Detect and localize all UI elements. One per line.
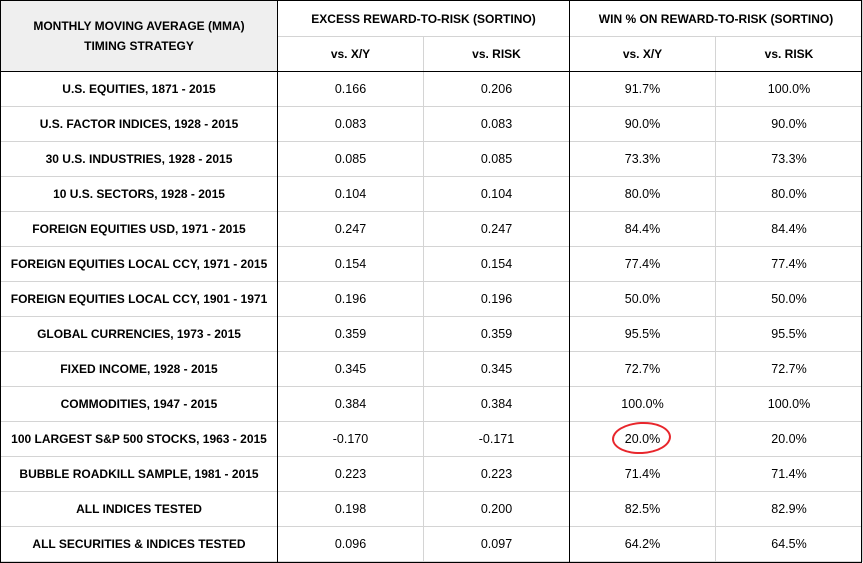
table-row: ALL INDICES TESTED 0.198 0.200 82.5% 82.9% <box>0 491 863 527</box>
win-vs-risk-cell: 80.0% <box>715 176 863 212</box>
excess-vs-xy-cell: 0.104 <box>277 176 424 212</box>
excess-vs-risk-cell: 0.200 <box>423 491 570 527</box>
table-row: FOREIGN EQUITIES LOCAL CCY, 1971 - 2015 0… <box>0 246 863 282</box>
win-vs-risk-cell: 82.9% <box>715 491 863 527</box>
excess-vs-xy-cell: 0.223 <box>277 456 424 492</box>
win-vs-xy-cell: 84.4% <box>569 211 716 247</box>
win-vs-xy-cell: 50.0% <box>569 281 716 317</box>
win-vs-risk-cell: 20.0% <box>715 421 863 457</box>
row-label: 30 U.S. INDUSTRIES, 1928 - 2015 <box>0 141 278 177</box>
row-label: U.S. EQUITIES, 1871 - 2015 <box>0 71 278 107</box>
win-vs-risk-cell: 64.5% <box>715 526 863 562</box>
row-label: COMMODITIES, 1947 - 2015 <box>0 386 278 422</box>
row-label: 10 U.S. SECTORS, 1928 - 2015 <box>0 176 278 212</box>
excess-vs-xy-cell: 0.196 <box>277 281 424 317</box>
table-row: FIXED INCOME, 1928 - 2015 0.345 0.345 72.7%… <box>0 351 863 387</box>
row-label: FOREIGN EQUITIES LOCAL CCY, 1901 - 1971 <box>0 281 278 317</box>
corner-header-line1: MONTHLY MOVING AVERAGE (MMA) <box>33 19 245 33</box>
row-label: FOREIGN EQUITIES LOCAL CCY, 1971 - 2015 <box>0 246 278 282</box>
win-vs-risk-cell: 71.4% <box>715 456 863 492</box>
excess-vs-xy-cell: 0.345 <box>277 351 424 387</box>
excess-vs-risk-cell: 0.247 <box>423 211 570 247</box>
excess-vs-risk-cell: 0.345 <box>423 351 570 387</box>
win-vs-xy-cell: 80.0% <box>569 176 716 212</box>
table-row: U.S. FACTOR INDICES, 1928 - 2015 0.083 0.0… <box>0 106 863 142</box>
row-label: GLOBAL CURRENCIES, 1973 - 2015 <box>0 316 278 352</box>
excess-vs-risk-cell: 0.104 <box>423 176 570 212</box>
win-vs-risk-cell: 100.0% <box>715 71 863 107</box>
table-row: 10 U.S. SECTORS, 1928 - 2015 0.104 0.104 80… <box>0 176 863 212</box>
excess-vs-risk-cell: 0.154 <box>423 246 570 282</box>
excess-vs-risk-cell: 0.085 <box>423 141 570 177</box>
table-row: COMMODITIES, 1947 - 2015 0.384 0.384 100.0%… <box>0 386 863 422</box>
corner-header-cell: MONTHLY MOVING AVERAGE (MMA) TIMING STRA… <box>0 0 278 72</box>
win-vs-risk-cell: 50.0% <box>715 281 863 317</box>
subheader-win-vs-risk: vs. RISK <box>715 36 863 72</box>
win-vs-xy-cell: 72.7% <box>569 351 716 387</box>
excess-vs-xy-cell: 0.085 <box>277 141 424 177</box>
group-header-win-pct: WIN % ON REWARD-TO-RISK (SORTINO) <box>569 0 863 37</box>
excess-vs-risk-cell: 0.359 <box>423 316 570 352</box>
excess-vs-risk-cell: -0.171 <box>423 421 570 457</box>
excess-vs-xy-cell: 0.247 <box>277 211 424 247</box>
excess-vs-xy-cell: 0.154 <box>277 246 424 282</box>
group-header-excess: EXCESS REWARD-TO-RISK (SORTINO) <box>277 0 570 37</box>
table-row: U.S. EQUITIES, 1871 - 2015 0.166 0.206 91.7… <box>0 71 863 107</box>
table-row: GLOBAL CURRENCIES, 1973 - 2015 0.359 0.359… <box>0 316 863 352</box>
corner-header-line2: TIMING STRATEGY <box>84 39 194 53</box>
excess-vs-risk-cell: 0.223 <box>423 456 570 492</box>
win-vs-xy-cell: 73.3% <box>569 141 716 177</box>
win-vs-risk-cell: 72.7% <box>715 351 863 387</box>
excess-vs-risk-cell: 0.097 <box>423 526 570 562</box>
row-label: BUBBLE ROADKILL SAMPLE, 1981 - 2015 <box>0 456 278 492</box>
table-row: BUBBLE ROADKILL SAMPLE, 1981 - 2015 0.223… <box>0 456 863 492</box>
table-row: 30 U.S. INDUSTRIES, 1928 - 2015 0.085 0.08… <box>0 141 863 177</box>
win-vs-xy-cell: 77.4% <box>569 246 716 282</box>
excess-vs-risk-cell: 0.206 <box>423 71 570 107</box>
excess-vs-xy-cell: 0.166 <box>277 71 424 107</box>
excess-vs-xy-cell: 0.384 <box>277 386 424 422</box>
win-vs-xy-cell: 100.0% <box>569 386 716 422</box>
subheader-excess-vs-risk: vs. RISK <box>423 36 570 72</box>
win-vs-risk-cell: 73.3% <box>715 141 863 177</box>
table-row: FOREIGN EQUITIES USD, 1971 - 2015 0.247 0.… <box>0 211 863 247</box>
win-vs-xy-cell: 71.4% <box>569 456 716 492</box>
excess-vs-xy-cell: 0.096 <box>277 526 424 562</box>
win-vs-risk-cell: 95.5% <box>715 316 863 352</box>
row-label: ALL INDICES TESTED <box>0 491 278 527</box>
subheader-excess-vs-xy: vs. X/Y <box>277 36 424 72</box>
header-row-subcolumns: vs. X/Y vs. RISK vs. X/Y vs. RISK <box>1 36 863 72</box>
excess-vs-risk-cell: 0.384 <box>423 386 570 422</box>
win-vs-risk-cell: 77.4% <box>715 246 863 282</box>
table-row: ALL SECURITIES & INDICES TESTED 0.096 0.09… <box>0 526 863 562</box>
excess-vs-xy-cell: 0.359 <box>277 316 424 352</box>
row-label: FIXED INCOME, 1928 - 2015 <box>0 351 278 387</box>
row-label: 100 LARGEST S&P 500 STOCKS, 1963 - 2015 <box>0 421 278 457</box>
row-label: U.S. FACTOR INDICES, 1928 - 2015 <box>0 106 278 142</box>
table-row: FOREIGN EQUITIES LOCAL CCY, 1901 - 1971 0… <box>0 281 863 317</box>
win-vs-xy-cell: 20.0% <box>569 421 716 457</box>
win-vs-risk-cell: 84.4% <box>715 211 863 247</box>
win-vs-risk-cell: 90.0% <box>715 106 863 142</box>
header-row-groups: MONTHLY MOVING AVERAGE (MMA) TIMING STRA… <box>0 0 863 72</box>
win-vs-risk-cell: 100.0% <box>715 386 863 422</box>
row-label: FOREIGN EQUITIES USD, 1971 - 2015 <box>0 211 278 247</box>
excess-vs-xy-cell: -0.170 <box>277 421 424 457</box>
win-vs-xy-cell: 95.5% <box>569 316 716 352</box>
table-row: 100 LARGEST S&P 500 STOCKS, 1963 - 2015-… <box>0 421 863 457</box>
excess-vs-xy-cell: 0.198 <box>277 491 424 527</box>
subheader-win-vs-xy: vs. X/Y <box>569 36 716 72</box>
win-vs-xy-cell: 82.5% <box>569 491 716 527</box>
row-label: ALL SECURITIES & INDICES TESTED <box>0 526 278 562</box>
excess-vs-xy-cell: 0.083 <box>277 106 424 142</box>
win-vs-xy-cell: 91.7% <box>569 71 716 107</box>
win-vs-xy-cell: 90.0% <box>569 106 716 142</box>
win-vs-xy-cell: 64.2% <box>569 526 716 562</box>
excess-vs-risk-cell: 0.083 <box>423 106 570 142</box>
excess-vs-risk-cell: 0.196 <box>423 281 570 317</box>
